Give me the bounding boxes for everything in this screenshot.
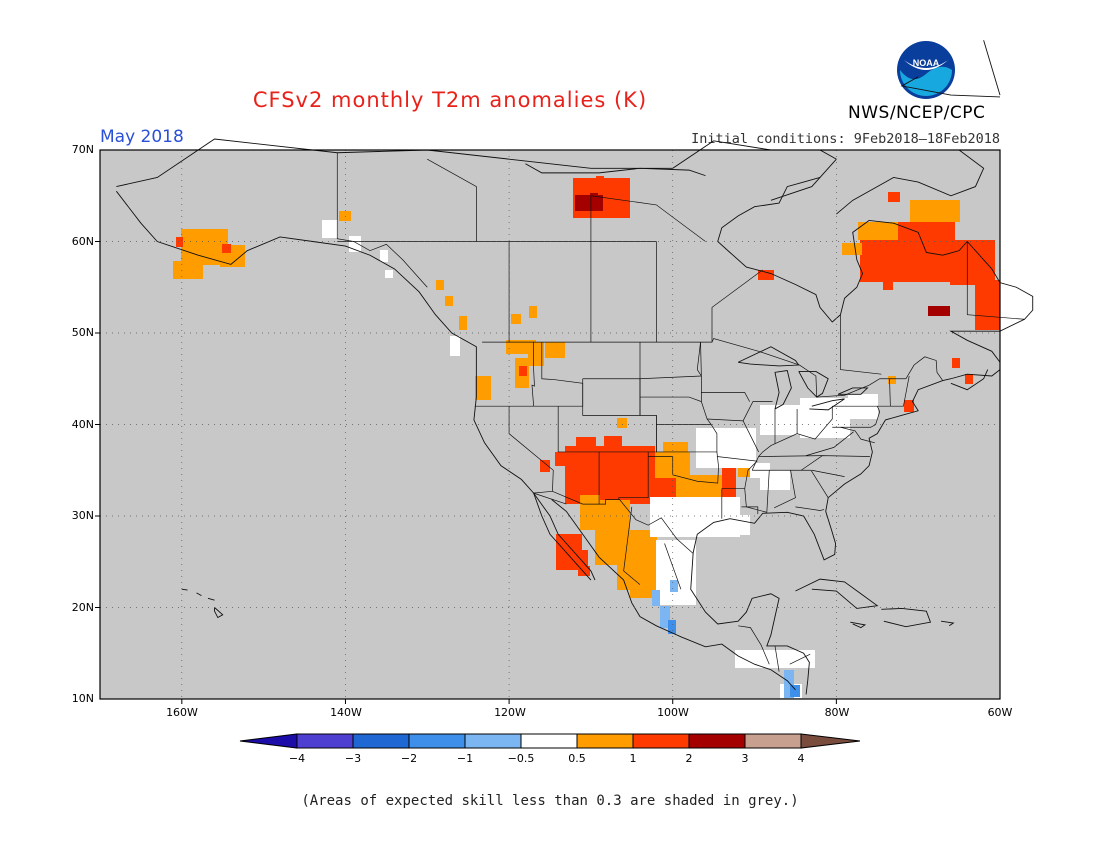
lon-label-100w: 100W xyxy=(657,706,689,719)
anomaly-cell xyxy=(555,452,571,466)
anomaly-cell xyxy=(690,515,750,535)
anomaly-cell xyxy=(784,670,794,698)
lat-lon-grid xyxy=(100,150,1000,699)
anomaly-cell xyxy=(604,436,622,448)
colorbar-label: −4 xyxy=(288,752,306,765)
footnote: (Areas of expected skill less than 0.3 a… xyxy=(301,793,799,809)
lon-label-80w: 80W xyxy=(824,706,850,719)
anomaly-cell xyxy=(663,442,688,456)
anomaly-cell xyxy=(576,437,596,447)
anomaly-cell xyxy=(722,462,736,502)
chart-title: CFSv2 monthly T2m anomalies (K) xyxy=(252,88,648,112)
anomaly-cell xyxy=(648,478,676,500)
lat-label-40n: 40N xyxy=(71,418,94,431)
anomaly-cell xyxy=(883,280,893,290)
anomaly-cell xyxy=(222,244,231,253)
anomaly-cell xyxy=(529,306,537,318)
colorbar-label: −1 xyxy=(456,752,474,765)
agency-label: NWS/NCEP/CPC xyxy=(848,103,986,123)
anomaly-cell xyxy=(575,195,603,211)
anomaly-cell xyxy=(540,460,550,472)
anomaly-cell xyxy=(349,236,361,252)
political-borders xyxy=(336,152,1025,672)
anomaly-cell xyxy=(450,336,460,356)
lat-label-20n: 20N xyxy=(71,601,94,614)
anomaly-cell xyxy=(528,342,544,366)
anomaly-cell xyxy=(475,376,491,400)
anomaly-cell xyxy=(596,176,604,186)
lon-label-160w: 160W xyxy=(166,706,198,719)
colorbar-label: 1 xyxy=(629,752,637,765)
anomaly-cell xyxy=(519,366,527,376)
anomaly-cell xyxy=(436,280,444,290)
anomaly-cell xyxy=(735,650,815,668)
colorbar-label: 3 xyxy=(741,752,749,765)
anomaly-cell xyxy=(660,606,670,628)
logo-text: NOAA xyxy=(913,58,940,68)
lat-label-10n: 10N xyxy=(71,692,94,705)
anomaly-cell xyxy=(760,405,800,435)
anomaly-cell xyxy=(670,580,678,592)
anomaly-cell xyxy=(668,620,676,634)
anomaly-cell xyxy=(952,358,960,368)
anomaly-cell xyxy=(445,296,453,306)
lon-label-120w: 120W xyxy=(494,706,526,719)
anomaly-cell xyxy=(686,475,726,497)
anomaly-cell xyxy=(842,243,862,255)
lat-label-50n: 50N xyxy=(71,326,94,339)
lat-label-60n: 60N xyxy=(71,235,94,248)
colorbar-label: 4 xyxy=(797,752,805,765)
anomaly-cell xyxy=(760,470,790,490)
anomaly-cell xyxy=(385,270,393,278)
colorbar-label: 0.5 xyxy=(568,752,586,765)
anomaly-cell xyxy=(511,314,521,324)
anomaly-cell xyxy=(590,193,598,201)
anomaly-cell xyxy=(322,220,338,238)
anomaly-cell xyxy=(965,374,973,384)
axis-ticks xyxy=(95,241,837,704)
colorbar-label: −0.5 xyxy=(507,752,535,765)
anomaly-cell xyxy=(975,280,1000,330)
lat-label-70n: 70N xyxy=(71,143,94,156)
lon-label-60w: 60W xyxy=(987,706,1013,719)
anomaly-cell xyxy=(617,418,627,428)
central-mexico-anomaly xyxy=(652,590,660,606)
anomaly-cell xyxy=(904,400,914,412)
anomaly-cell xyxy=(545,342,565,358)
lon-label-140w: 140W xyxy=(330,706,362,719)
anomaly-cell xyxy=(580,495,630,530)
anomaly-cell xyxy=(176,237,183,247)
forecast-month: May 2018 xyxy=(100,127,184,147)
anomaly-cells xyxy=(173,176,1000,698)
anomaly-cell xyxy=(173,261,203,279)
anomaly-cell xyxy=(578,566,590,576)
anomaly-cell xyxy=(696,428,756,468)
anomaly-cell xyxy=(858,222,898,240)
initial-conditions: Initial conditions: 9Feb2018–18Feb2018 xyxy=(691,131,1000,147)
anomaly-cell xyxy=(800,398,850,438)
anomaly-cell xyxy=(910,200,960,222)
anomaly-cell xyxy=(339,211,351,221)
anomaly-cell xyxy=(790,685,800,697)
anomaly-cell xyxy=(656,540,696,605)
lat-label-30n: 30N xyxy=(71,509,94,522)
anomaly-cell xyxy=(459,316,467,330)
anomaly-cell xyxy=(600,470,650,500)
noaa-logo: NOAA xyxy=(897,41,955,99)
colorbar-label: −2 xyxy=(400,752,418,765)
anomaly-cell xyxy=(888,192,900,202)
anomaly-cell xyxy=(758,270,774,280)
colorbar-label: 2 xyxy=(685,752,693,765)
anomaly-cell xyxy=(888,376,896,384)
colorbar-label: −3 xyxy=(344,752,362,765)
anomaly-cell xyxy=(380,250,388,262)
anomaly-cell xyxy=(928,306,950,316)
